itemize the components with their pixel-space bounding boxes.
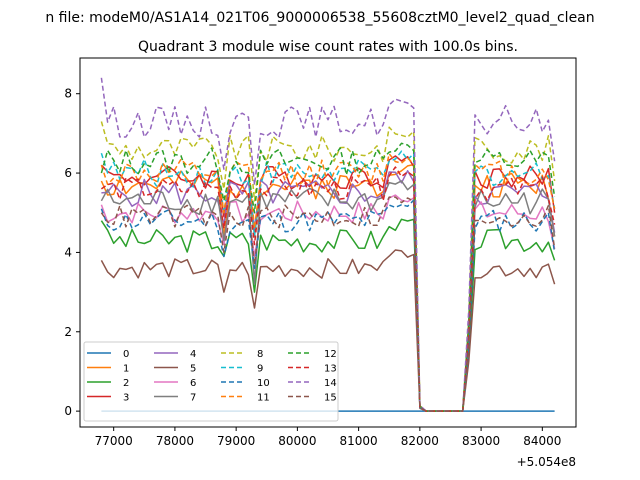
legend-label-8: 8 [257, 349, 263, 360]
legend-label-5: 5 [190, 364, 196, 375]
legend-label-2: 2 [123, 378, 129, 389]
x-tick-label: 81000 [340, 434, 378, 448]
series-line-2 [100, 218, 556, 412]
x-tick-label: 80000 [278, 434, 316, 448]
legend-label-7: 7 [190, 393, 196, 404]
legend-box [83, 341, 339, 422]
y-tick-label: 2 [64, 325, 72, 339]
series-line-15 [100, 196, 556, 412]
x-tick-label: 84000 [523, 434, 561, 448]
legend-label-9: 9 [257, 364, 263, 375]
x-tick-label: 83000 [462, 434, 500, 448]
x-tick-label: 77000 [95, 434, 133, 448]
legend-label-13: 13 [324, 364, 337, 375]
y-tick-label: 0 [64, 404, 72, 418]
x-offset-label: +5.054e8 [517, 455, 576, 469]
legend-label-6: 6 [190, 378, 196, 389]
legend-label-15: 15 [324, 393, 337, 404]
y-tick-label: 6 [64, 166, 72, 180]
y-tick-label: 4 [64, 245, 72, 259]
legend-label-14: 14 [324, 378, 337, 389]
legend-label-11: 11 [257, 393, 270, 404]
axes-frame [79, 57, 577, 428]
x-tick-label: 82000 [401, 434, 439, 448]
series-line-5 [100, 249, 556, 412]
legend-label-1: 1 [123, 364, 129, 375]
series-line-8 [100, 121, 556, 412]
x-tick-label: 79000 [217, 434, 255, 448]
legend-label-12: 12 [324, 349, 337, 360]
series-line-11 [100, 153, 556, 412]
series-line-12 [100, 142, 556, 412]
y-tick-label: 8 [64, 87, 72, 101]
legend-label-0: 0 [123, 349, 129, 360]
series-line-14 [100, 77, 556, 412]
y-axis: 0 2 4 6 8 [64, 87, 80, 418]
series-line-7 [100, 180, 556, 412]
x-tick-label: 78000 [156, 434, 194, 448]
plot-area [100, 77, 556, 412]
x-axis: 77000 78000 79000 80000 81000 82000 83000 84000 [95, 427, 561, 448]
legend-label-10: 10 [257, 378, 270, 389]
chart-title: Quadrant 3 module wise count rates with … [138, 39, 518, 55]
series-line-13 [100, 166, 556, 412]
figure-suptitle: n file: modeM0/AS1A14_021T06_9000006538_… [45, 10, 594, 26]
legend-label-4: 4 [190, 349, 196, 360]
legend-label-3: 3 [123, 393, 129, 404]
